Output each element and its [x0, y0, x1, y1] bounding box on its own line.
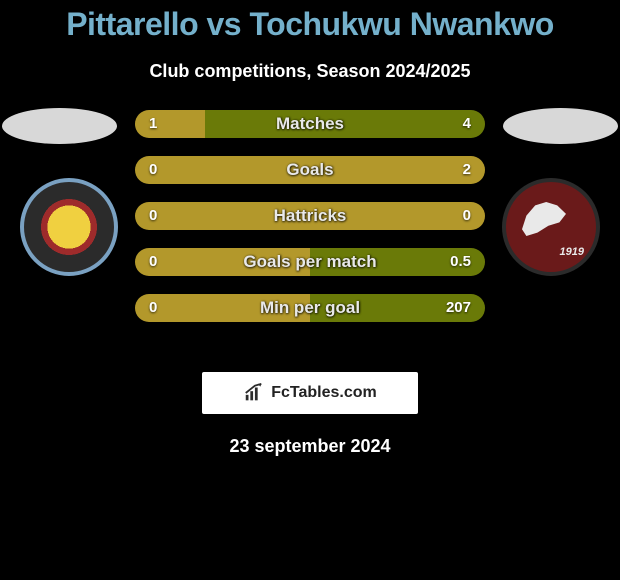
- stat-value-left: 0: [149, 294, 157, 322]
- crest-right-ring: [502, 178, 600, 276]
- stat-bars: 1Matches40Goals20Hattricks00Goals per ma…: [135, 110, 485, 340]
- stat-label: Hattricks: [135, 202, 485, 230]
- stat-value-left: 0: [149, 156, 157, 184]
- ellipse-right: [503, 108, 618, 144]
- stat-label: Goals: [135, 156, 485, 184]
- stat-value-left: 0: [149, 202, 157, 230]
- stat-value-left: 1: [149, 110, 157, 138]
- date-text: 23 september 2024: [0, 436, 620, 457]
- chart-icon: [243, 382, 265, 404]
- stat-bar: 0Goals per match0.5: [135, 248, 485, 276]
- mid-section: 1919 1Matches40Goals20Hattricks00Goals p…: [0, 110, 620, 350]
- stat-value-right: 2: [463, 156, 471, 184]
- stat-bar: 0Min per goal207: [135, 294, 485, 322]
- stat-label: Matches: [135, 110, 485, 138]
- team-crest-right: 1919: [502, 178, 600, 276]
- stat-value-left: 0: [149, 248, 157, 276]
- stat-label: Min per goal: [135, 294, 485, 322]
- subtitle: Club competitions, Season 2024/2025: [0, 61, 620, 82]
- comparison-card: Pittarello vs Tochukwu Nwankwo Club comp…: [0, 0, 620, 580]
- stat-bar: 0Goals2: [135, 156, 485, 184]
- logo-text: FcTables.com: [271, 384, 377, 402]
- ellipse-left: [2, 108, 117, 144]
- stat-label: Goals per match: [135, 248, 485, 276]
- stat-value-right: 0.5: [450, 248, 471, 276]
- logo-box: FcTables.com: [202, 372, 418, 414]
- stat-bar: 0Hattricks0: [135, 202, 485, 230]
- stat-value-right: 4: [463, 110, 471, 138]
- stat-value-right: 207: [446, 294, 471, 322]
- team-crest-left: [20, 178, 118, 276]
- crest-right-year: 1919: [560, 246, 584, 258]
- stat-value-right: 0: [463, 202, 471, 230]
- crest-left-ring: [20, 178, 118, 276]
- stat-bar: 1Matches4: [135, 110, 485, 138]
- page-title: Pittarello vs Tochukwu Nwankwo: [0, 0, 620, 43]
